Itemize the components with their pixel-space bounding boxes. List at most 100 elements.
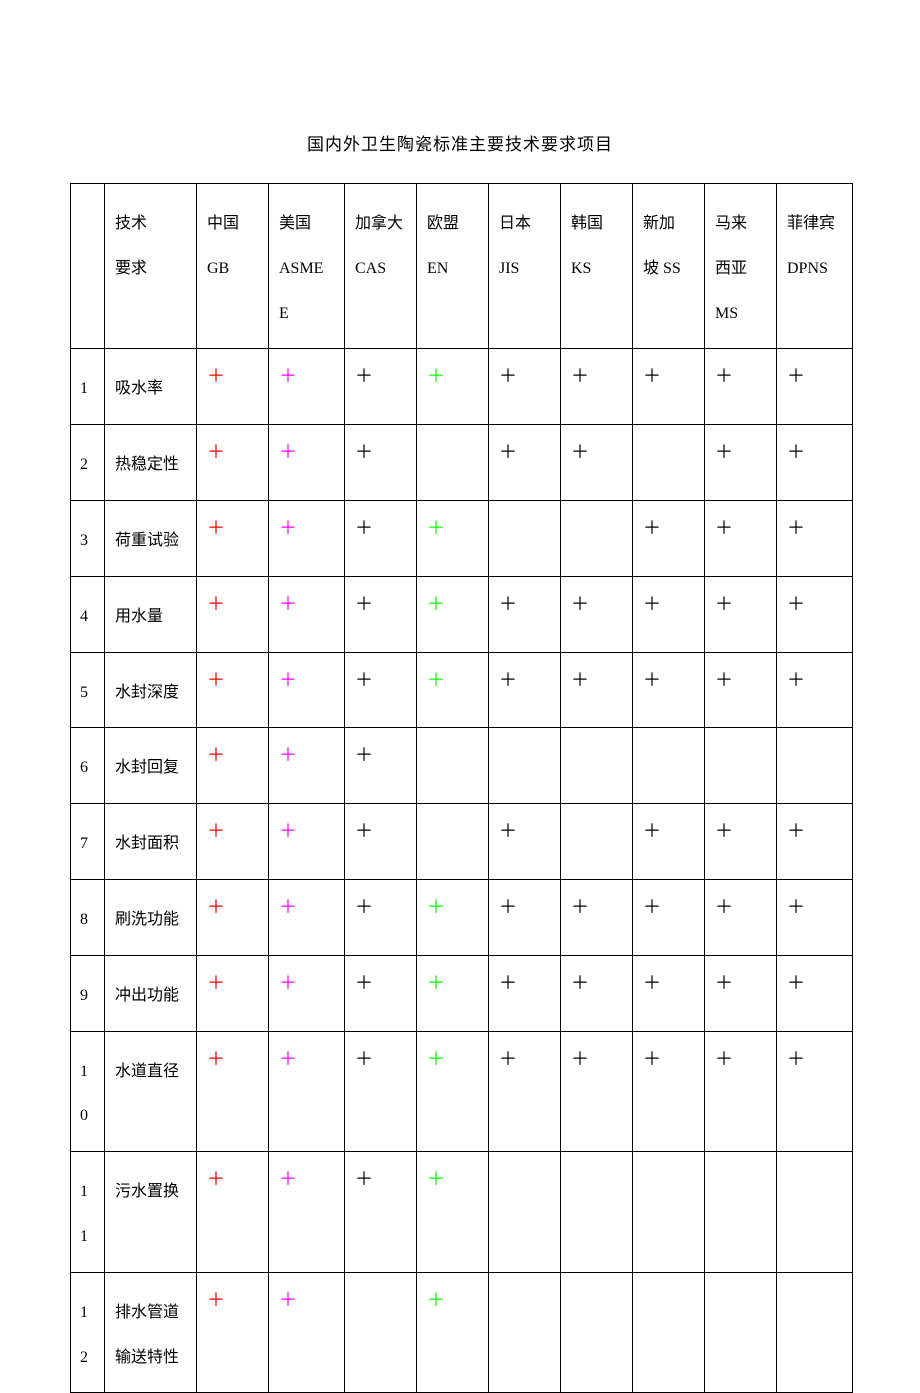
plus-icon: ＋ bbox=[355, 1049, 373, 1069]
header-ca-l2: CAS bbox=[355, 260, 386, 277]
plus-icon: ＋ bbox=[787, 897, 805, 917]
mark-cell: ＋ bbox=[197, 1272, 269, 1393]
header-eu: 欧盟 EN bbox=[417, 184, 489, 349]
row-number: 4 bbox=[71, 576, 105, 652]
header-kr-l2: KS bbox=[571, 260, 591, 277]
mark-cell: ＋ bbox=[705, 500, 777, 576]
header-ph: 菲律宾 DPNS bbox=[777, 184, 853, 349]
tech-requirement: 吸水率 bbox=[105, 349, 197, 425]
tech-requirement: 冲出功能 bbox=[105, 955, 197, 1031]
plus-icon: ＋ bbox=[499, 821, 517, 841]
mark-cell: ＋ bbox=[489, 804, 561, 880]
header-us: 美国 ASME E bbox=[269, 184, 345, 349]
header-jp-l1: 日本 bbox=[499, 215, 531, 232]
mark-cell: ＋ bbox=[417, 500, 489, 576]
header-sg: 新加 坡 SS bbox=[633, 184, 705, 349]
table-row: 9冲出功能＋＋＋＋＋＋＋＋＋ bbox=[71, 955, 853, 1031]
plus-icon: ＋ bbox=[643, 670, 661, 690]
table-row: 12排水管道输送特性＋＋＋ bbox=[71, 1272, 853, 1393]
plus-icon: ＋ bbox=[787, 366, 805, 386]
row-number: 2 bbox=[71, 425, 105, 501]
plus-icon: ＋ bbox=[787, 670, 805, 690]
plus-icon: ＋ bbox=[499, 670, 517, 690]
mark-cell: ＋ bbox=[417, 1031, 489, 1152]
plus-icon: ＋ bbox=[207, 1049, 225, 1069]
plus-icon: ＋ bbox=[787, 821, 805, 841]
mark-cell bbox=[633, 1272, 705, 1393]
header-eu-l1: 欧盟 bbox=[427, 215, 459, 232]
header-num bbox=[71, 184, 105, 349]
mark-cell bbox=[777, 728, 853, 804]
header-my-l2: 西亚 bbox=[715, 260, 747, 277]
plus-icon: ＋ bbox=[355, 442, 373, 462]
header-row: 技术 要求 中国 GB 美国 ASME E 加拿大 CAS 欧盟 EN 日本 bbox=[71, 184, 853, 349]
mark-cell: ＋ bbox=[705, 652, 777, 728]
header-jp: 日本 JIS bbox=[489, 184, 561, 349]
mark-cell: ＋ bbox=[269, 349, 345, 425]
header-us-l3: E bbox=[279, 305, 289, 322]
mark-cell: ＋ bbox=[269, 425, 345, 501]
header-tech-l1: 技术 bbox=[115, 215, 147, 232]
plus-icon: ＋ bbox=[571, 594, 589, 614]
mark-cell: ＋ bbox=[489, 955, 561, 1031]
row-number: 12 bbox=[71, 1272, 105, 1393]
plus-icon: ＋ bbox=[643, 366, 661, 386]
plus-icon: ＋ bbox=[207, 897, 225, 917]
mark-cell: ＋ bbox=[417, 652, 489, 728]
mark-cell: ＋ bbox=[345, 955, 417, 1031]
mark-cell: ＋ bbox=[417, 1152, 489, 1273]
plus-icon: ＋ bbox=[499, 442, 517, 462]
header-my: 马来 西亚 MS bbox=[705, 184, 777, 349]
plus-icon: ＋ bbox=[715, 594, 733, 614]
plus-icon: ＋ bbox=[715, 1049, 733, 1069]
mark-cell: ＋ bbox=[417, 955, 489, 1031]
mark-cell: ＋ bbox=[705, 576, 777, 652]
plus-icon: ＋ bbox=[355, 518, 373, 538]
header-tech-l2: 要求 bbox=[115, 260, 147, 277]
mark-cell: ＋ bbox=[269, 1152, 345, 1273]
mark-cell: ＋ bbox=[777, 349, 853, 425]
row-number: 11 bbox=[71, 1152, 105, 1273]
plus-icon: ＋ bbox=[571, 897, 589, 917]
table-row: 10水道直径＋＋＋＋＋＋＋＋＋ bbox=[71, 1031, 853, 1152]
plus-icon: ＋ bbox=[715, 897, 733, 917]
plus-icon: ＋ bbox=[279, 745, 297, 765]
mark-cell bbox=[777, 1272, 853, 1393]
plus-icon: ＋ bbox=[355, 1169, 373, 1189]
row-number: 3 bbox=[71, 500, 105, 576]
plus-icon: ＋ bbox=[207, 670, 225, 690]
standards-table: 技术 要求 中国 GB 美国 ASME E 加拿大 CAS 欧盟 EN 日本 bbox=[70, 183, 853, 1393]
header-ph-l1: 菲律宾 bbox=[787, 215, 835, 232]
plus-icon: ＋ bbox=[787, 518, 805, 538]
plus-icon: ＋ bbox=[279, 518, 297, 538]
table-row: 3荷重试验＋＋＋＋＋＋＋ bbox=[71, 500, 853, 576]
mark-cell bbox=[345, 1272, 417, 1393]
plus-icon: ＋ bbox=[571, 442, 589, 462]
plus-icon: ＋ bbox=[499, 973, 517, 993]
mark-cell bbox=[489, 500, 561, 576]
mark-cell: ＋ bbox=[489, 349, 561, 425]
mark-cell: ＋ bbox=[489, 576, 561, 652]
mark-cell: ＋ bbox=[345, 1031, 417, 1152]
plus-icon: ＋ bbox=[715, 442, 733, 462]
plus-icon: ＋ bbox=[355, 973, 373, 993]
mark-cell: ＋ bbox=[197, 728, 269, 804]
plus-icon: ＋ bbox=[643, 1049, 661, 1069]
table-title: 国内外卫生陶瓷标准主要技术要求项目 bbox=[70, 130, 850, 155]
mark-cell: ＋ bbox=[197, 500, 269, 576]
plus-icon: ＋ bbox=[571, 1049, 589, 1069]
header-cn-l2: GB bbox=[207, 260, 229, 277]
mark-cell: ＋ bbox=[777, 652, 853, 728]
plus-icon: ＋ bbox=[427, 1290, 445, 1310]
header-sg-l2: 坡 SS bbox=[643, 260, 681, 277]
header-us-l2: ASME bbox=[279, 260, 323, 277]
mark-cell: ＋ bbox=[197, 1152, 269, 1273]
plus-icon: ＋ bbox=[355, 821, 373, 841]
mark-cell: ＋ bbox=[269, 804, 345, 880]
plus-icon: ＋ bbox=[279, 442, 297, 462]
mark-cell: ＋ bbox=[561, 349, 633, 425]
mark-cell bbox=[417, 728, 489, 804]
row-number: 10 bbox=[71, 1031, 105, 1152]
mark-cell: ＋ bbox=[197, 879, 269, 955]
row-number: 7 bbox=[71, 804, 105, 880]
